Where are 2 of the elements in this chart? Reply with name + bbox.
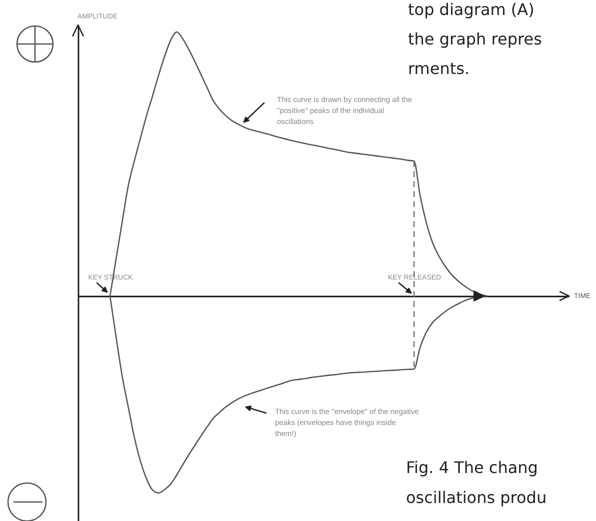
- annotation: Fig. 4 The chang oscillations produ: [406, 458, 547, 507]
- annotation: top diagram (A) the graph repres rments.: [408, 0, 542, 78]
